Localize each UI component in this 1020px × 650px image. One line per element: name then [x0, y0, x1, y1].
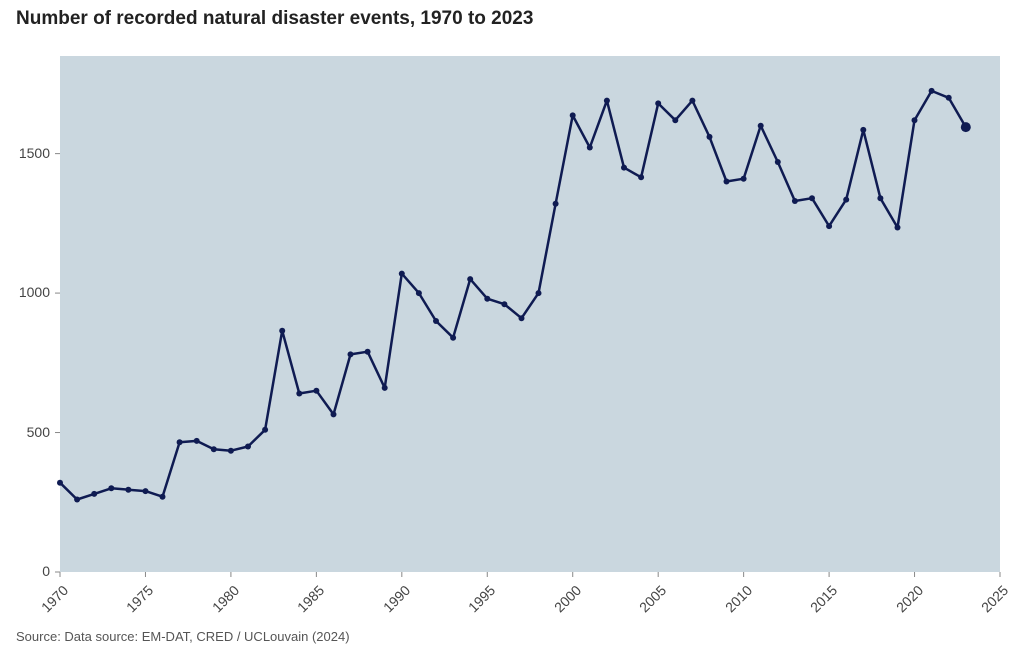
data-point: [877, 195, 883, 201]
chart-svg: [0, 40, 1020, 630]
data-point: [108, 485, 114, 491]
data-point: [416, 290, 422, 296]
data-point: [450, 335, 456, 341]
data-point: [741, 176, 747, 182]
data-point: [912, 117, 918, 123]
data-point: [707, 134, 713, 140]
y-tick-label: 0: [10, 563, 50, 579]
data-point: [775, 159, 781, 165]
data-point: [655, 100, 661, 106]
data-point: [929, 88, 935, 94]
data-point: [467, 276, 473, 282]
data-point: [860, 127, 866, 133]
data-point: [587, 145, 593, 151]
y-tick-label: 1000: [10, 284, 50, 300]
data-point: [279, 328, 285, 334]
data-point: [245, 444, 251, 450]
data-point: [91, 491, 97, 497]
data-point: [399, 271, 405, 277]
data-point: [262, 427, 268, 433]
data-point: [484, 296, 490, 302]
data-point: [348, 351, 354, 357]
data-point: [433, 318, 439, 324]
data-point: [621, 165, 627, 171]
data-point: [365, 349, 371, 355]
data-point: [125, 487, 131, 493]
data-point: [143, 488, 149, 494]
y-tick-label: 500: [10, 424, 50, 440]
source-text: Source: Data source: EM-DAT, CRED / UCLo…: [16, 629, 350, 644]
data-point: [211, 446, 217, 452]
data-point: [946, 95, 952, 101]
data-point: [296, 391, 302, 397]
data-point: [57, 480, 63, 486]
data-point: [519, 315, 525, 321]
data-point: [331, 411, 337, 417]
data-point: [177, 439, 183, 445]
data-point: [228, 448, 234, 454]
data-point: [792, 198, 798, 204]
data-point-end: [961, 122, 971, 132]
data-point: [758, 123, 764, 129]
data-point: [160, 494, 166, 500]
data-point: [553, 201, 559, 207]
data-point: [501, 301, 507, 307]
plot-background: [60, 56, 1000, 572]
y-tick-label: 1500: [10, 145, 50, 161]
data-point: [536, 290, 542, 296]
data-point: [826, 223, 832, 229]
plot-wrap: 0500100015001970197519801985199019952000…: [0, 40, 1020, 630]
data-point: [895, 225, 901, 231]
data-point: [638, 174, 644, 180]
data-point: [843, 197, 849, 203]
data-point: [194, 438, 200, 444]
chart-title: Number of recorded natural disaster even…: [16, 8, 533, 30]
data-point: [689, 98, 695, 104]
data-point: [313, 388, 319, 394]
data-point: [570, 112, 576, 118]
data-point: [604, 98, 610, 104]
data-point: [382, 385, 388, 391]
data-point: [672, 117, 678, 123]
data-point: [724, 179, 730, 185]
data-point: [809, 195, 815, 201]
data-point: [74, 497, 80, 503]
